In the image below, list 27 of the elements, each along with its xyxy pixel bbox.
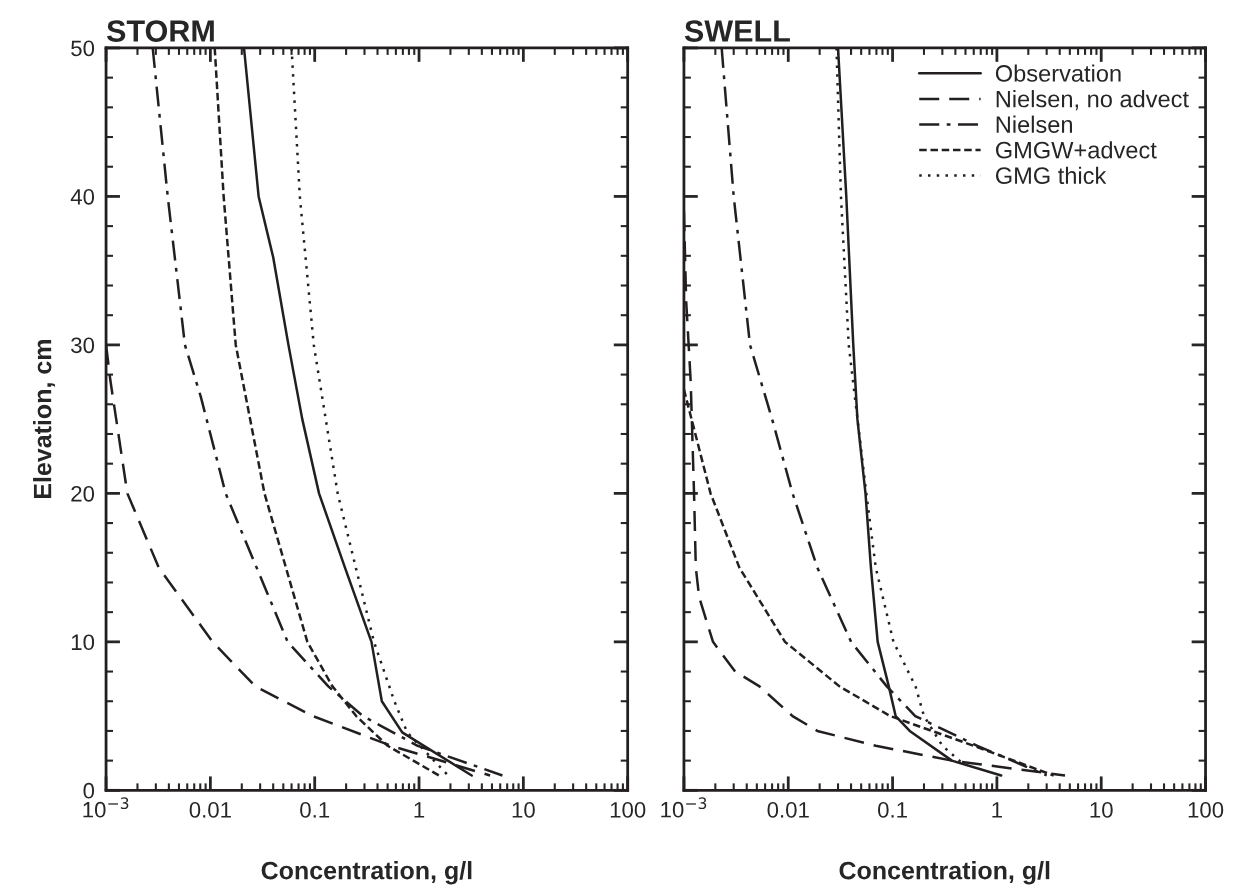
y-axis-title: Elevation, cm (33, 340, 56, 499)
x-tick-label: 10$^{−3}$ (661, 797, 707, 818)
y-tick-label: 10 (71, 634, 95, 651)
x-tick-label: 10 (512, 802, 535, 818)
x-tick-label: 100 (1188, 802, 1224, 818)
legend-label: Observation (995, 64, 1121, 82)
x-axis-title: Concentration, g/l (839, 861, 1050, 885)
x-axis-title: Concentration, g/l (261, 861, 472, 885)
chart-title: STORM (106, 20, 214, 42)
x-tick-label: 0.01 (189, 802, 231, 818)
legend-label: Nielsen, no advect (996, 90, 1189, 111)
x-tick-label: 1 (414, 802, 425, 818)
x-tick-label: 0.01 (767, 802, 809, 818)
chart-title: SWELL (684, 20, 790, 42)
y-tick-label: 30 (71, 337, 95, 354)
y-tick-label: 50 (71, 40, 95, 57)
x-tick-label: 1 (992, 802, 1002, 818)
y-tick-label: 0 (83, 782, 95, 799)
x-tick-label: 100 (610, 802, 646, 818)
legend-label: Nielsen (996, 115, 1072, 133)
x-tick-label: 0.1 (878, 802, 907, 818)
y-tick-label: 40 (70, 188, 95, 205)
x-tick-label: 0.1 (300, 802, 330, 818)
x-tick-label: 10 (1090, 802, 1113, 818)
legend-label: GMGW+advect (995, 141, 1157, 159)
y-tick-label: 20 (71, 485, 95, 502)
legend-label: GMG thick (995, 166, 1107, 185)
